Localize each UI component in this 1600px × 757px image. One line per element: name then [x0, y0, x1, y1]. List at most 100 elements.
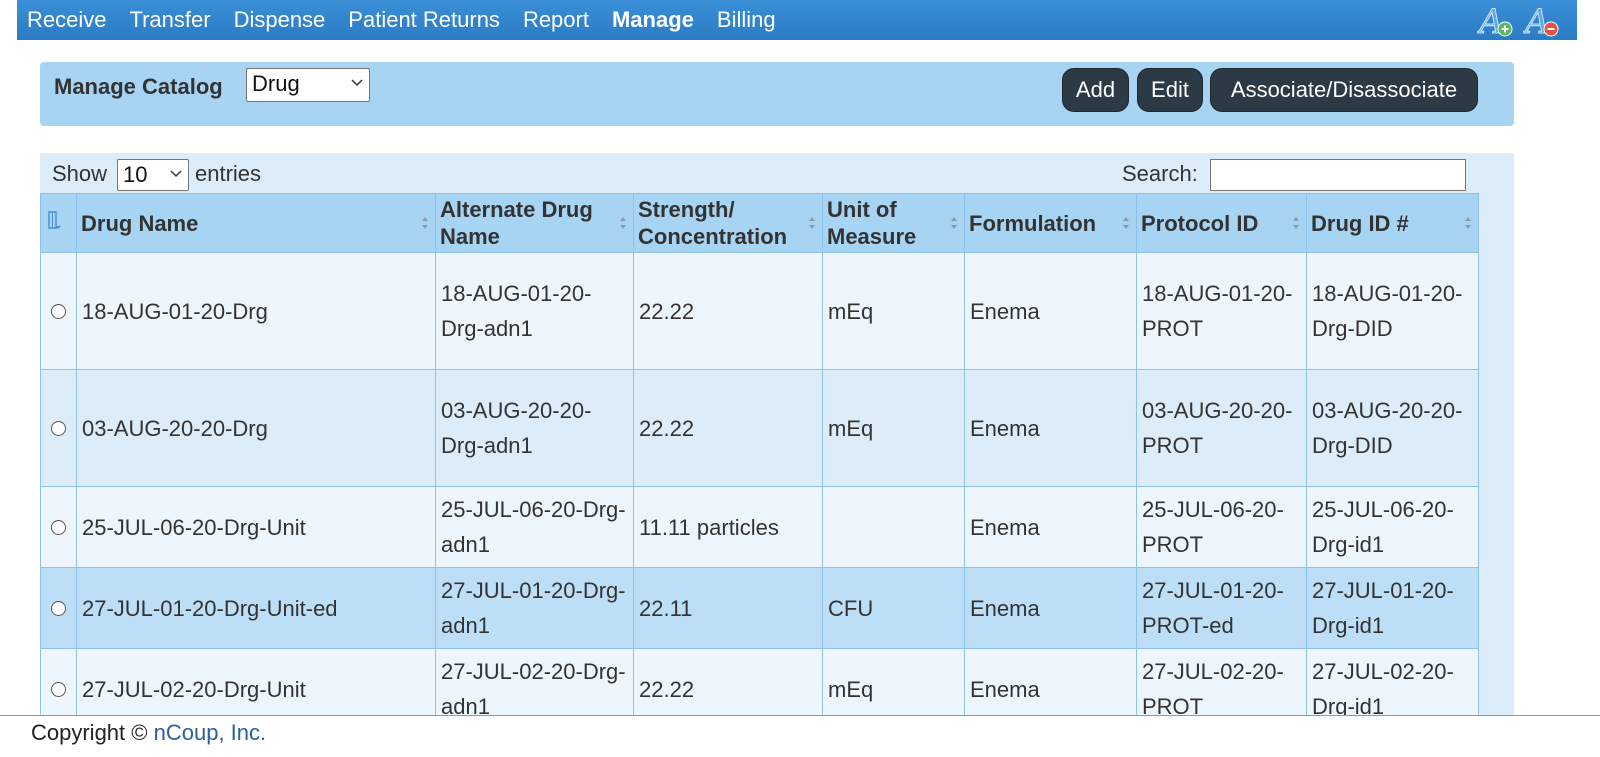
column-header-unit-of-measure[interactable]: Unit of Measure: [822, 193, 965, 253]
column-header-label: Protocol ID: [1141, 210, 1259, 236]
font-size-tools: A A: [1476, 0, 1563, 43]
cell-drug-name: 18-AUG-01-20-Drg: [76, 252, 436, 370]
table-row[interactable]: 27-JUL-01-20-Drg-Unit-ed 27-JUL-01-20-Dr…: [40, 567, 1479, 649]
search-input[interactable]: [1210, 159, 1466, 191]
show-label: Show: [52, 161, 108, 186]
cell-strength: 22.11: [633, 567, 823, 649]
drug-table-panel: Show 10 entries Search:: [40, 153, 1514, 715]
row-select-cell[interactable]: [40, 486, 77, 568]
table-row[interactable]: 18-AUG-01-20-Drg 18-AUG-01-20-Drg-adn1 2…: [40, 252, 1479, 370]
row-select-cell[interactable]: [40, 648, 77, 715]
nav-dispense[interactable]: Dispense: [233, 7, 326, 32]
sort-icon: [422, 217, 428, 229]
edit-button[interactable]: Edit: [1137, 68, 1203, 112]
nav-manage[interactable]: Manage: [611, 7, 694, 32]
entries-label: entries: [195, 161, 262, 186]
cell-drug-name: 03-AUG-20-20-Drg: [76, 369, 436, 487]
sort-icon: [620, 217, 626, 229]
manage-catalog-bar: Manage Catalog Drug Add Edit Associate/D…: [40, 62, 1514, 126]
cell-drug-id: 03-AUG-20-20-Drg-DID: [1306, 369, 1479, 487]
column-header-label: Strength/ Concentration: [638, 197, 788, 249]
column-header-alternate-drug-name[interactable]: Alternate Drug Name: [435, 193, 634, 253]
cell-formulation: Enema: [964, 252, 1137, 370]
top-navigation-bar: Receive Transfer Dispense Patient Return…: [17, 0, 1577, 43]
font-decrease-icon[interactable]: A: [1522, 1, 1563, 43]
svg-text:A: A: [1523, 2, 1550, 39]
column-header-drug-id[interactable]: Drug ID #: [1306, 193, 1479, 253]
row-select-cell[interactable]: [40, 252, 77, 370]
table-row[interactable]: 25-JUL-06-20-Drg-Unit 25-JUL-06-20-Drg-a…: [40, 486, 1479, 568]
nav-report[interactable]: Report: [522, 7, 589, 32]
sort-icon: [1293, 217, 1299, 229]
column-header-protocol-id[interactable]: Protocol ID: [1136, 193, 1307, 253]
columns-icon: [48, 210, 61, 229]
font-increase-icon[interactable]: A: [1476, 1, 1517, 43]
cell-formulation: Enema: [964, 567, 1137, 649]
drug-catalog-table: Drug Name Alternate Drug Name Strength/ …: [40, 193, 1479, 715]
row-radio[interactable]: [51, 519, 66, 535]
sort-icon: [1465, 217, 1471, 229]
catalog-type-value: Drug: [252, 71, 300, 96]
copyright-label: Copyright ©: [31, 720, 148, 745]
row-radio[interactable]: [51, 303, 66, 319]
cell-drug-name: 25-JUL-06-20-Drg-Unit: [76, 486, 436, 568]
row-select-cell[interactable]: [40, 369, 77, 487]
row-select-cell[interactable]: [40, 567, 77, 649]
row-radio[interactable]: [51, 420, 66, 436]
cell-drug-id: 25-JUL-06-20-Drg-id1: [1306, 486, 1479, 568]
page-footer: Copyright © nCoup, Inc.: [0, 715, 1600, 757]
cell-unit-of-measure: mEq: [822, 648, 965, 715]
cell-unit-of-measure: mEq: [822, 369, 965, 487]
company-link[interactable]: nCoup, Inc.: [153, 720, 267, 745]
row-radio[interactable]: [51, 600, 66, 616]
column-header-label: Drug ID #: [1311, 210, 1409, 236]
cell-drug-id: 18-AUG-01-20-Drg-DID: [1306, 252, 1479, 370]
nav-billing[interactable]: Billing: [716, 7, 776, 32]
column-header-strength[interactable]: Strength/ Concentration: [633, 193, 823, 253]
cell-strength: 22.22: [633, 648, 823, 715]
cell-formulation: Enema: [964, 486, 1137, 568]
column-header-formulation[interactable]: Formulation: [964, 193, 1137, 253]
cell-alternate-drug-name: 27-JUL-01-20-Drg-adn1: [435, 567, 634, 649]
search-label: Search:: [1122, 161, 1198, 186]
cell-formulation: Enema: [964, 648, 1137, 715]
manage-catalog-label: Manage Catalog: [54, 74, 223, 99]
page-size-select[interactable]: 10: [117, 159, 189, 191]
page-size-value: 10: [123, 162, 148, 187]
svg-text:A: A: [1477, 2, 1504, 39]
table-row[interactable]: 27-JUL-02-20-Drg-Unit 27-JUL-02-20-Drg-a…: [40, 648, 1479, 715]
cell-protocol-id: 18-AUG-01-20-PROT: [1136, 252, 1307, 370]
cell-protocol-id: 27-JUL-01-20-PROT-ed: [1136, 567, 1307, 649]
table-row[interactable]: 03-AUG-20-20-Drg 03-AUG-20-20-Drg-adn1 2…: [40, 369, 1479, 487]
column-visibility-header[interactable]: [40, 193, 77, 253]
catalog-type-select[interactable]: Drug: [246, 68, 370, 102]
associate-disassociate-button[interactable]: Associate/Disassociate: [1210, 68, 1478, 112]
cell-strength: 22.22: [633, 252, 823, 370]
column-header-label: Unit of Measure: [827, 197, 917, 249]
cell-alternate-drug-name: 25-JUL-06-20-Drg-adn1: [435, 486, 634, 568]
cell-protocol-id: 03-AUG-20-20-PROT: [1136, 369, 1307, 487]
sort-icon: [951, 217, 957, 229]
add-button[interactable]: Add: [1062, 68, 1129, 112]
cell-protocol-id: 27-JUL-02-20-PROT: [1136, 648, 1307, 715]
chevron-down-icon: [351, 79, 363, 87]
row-radio[interactable]: [51, 681, 66, 697]
cell-strength: 22.22: [633, 369, 823, 487]
column-header-label: Formulation: [969, 210, 1097, 236]
cell-formulation: Enema: [964, 369, 1137, 487]
nav-receive[interactable]: Receive: [27, 7, 107, 32]
cell-alternate-drug-name: 18-AUG-01-20-Drg-adn1: [435, 252, 634, 370]
cell-alternate-drug-name: 03-AUG-20-20-Drg-adn1: [435, 369, 634, 487]
nav-patient-returns[interactable]: Patient Returns: [348, 7, 500, 32]
cell-protocol-id: 25-JUL-06-20-PROT: [1136, 486, 1307, 568]
column-header-drug-name[interactable]: Drug Name: [76, 193, 436, 253]
cell-drug-name: 27-JUL-02-20-Drg-Unit: [76, 648, 436, 715]
chevron-down-icon: [170, 170, 182, 178]
table-header-row: Drug Name Alternate Drug Name Strength/ …: [40, 193, 1479, 253]
cell-unit-of-measure: mEq: [822, 252, 965, 370]
copyright-text: Copyright © nCoup, Inc.: [31, 720, 266, 746]
nav-transfer[interactable]: Transfer: [129, 7, 211, 32]
sort-icon: [809, 217, 815, 229]
column-header-label: Alternate Drug Name: [440, 197, 593, 249]
cell-unit-of-measure: [822, 486, 965, 568]
